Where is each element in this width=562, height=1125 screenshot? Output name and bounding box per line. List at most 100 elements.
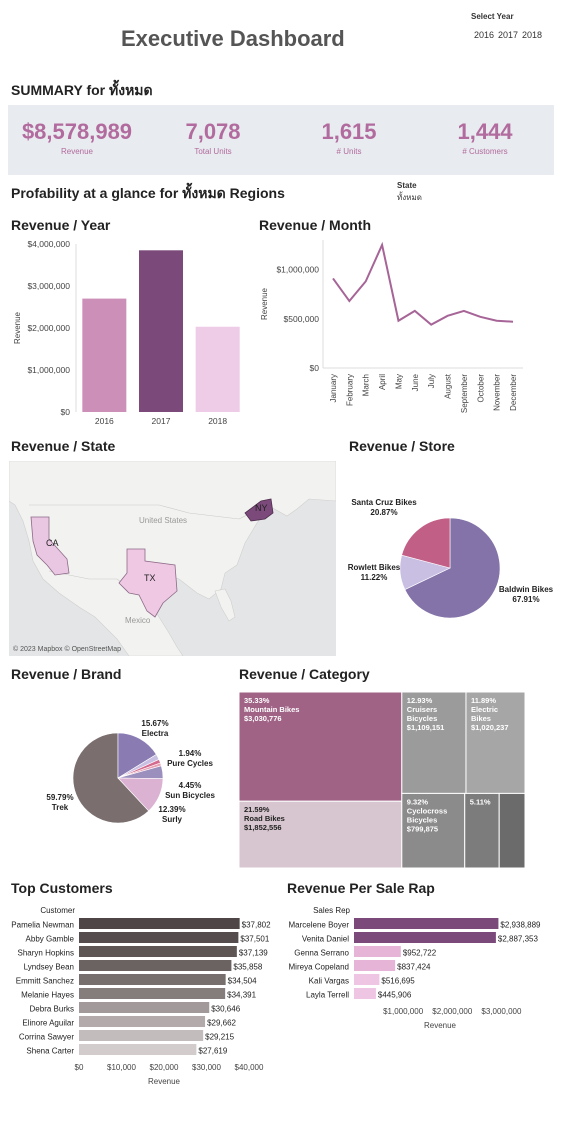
treemap-name-label: Bikes <box>471 714 491 723</box>
revenue-category-chart: 35.33%Mountain Bikes$3,030,776 21.59%Road… <box>238 691 526 869</box>
x-tick-label: September <box>460 374 469 413</box>
brand-slice <box>117 732 157 779</box>
bar <box>354 974 380 985</box>
treemap-name-label: Road Bikes <box>244 814 285 823</box>
slice-name-label: Surly <box>162 815 183 824</box>
x-tick-label: January <box>329 374 338 402</box>
bar <box>354 932 496 943</box>
x-tick-label: November <box>493 374 502 411</box>
value-label: $34,504 <box>228 977 257 986</box>
brand-slice <box>72 732 150 824</box>
treemap-pct-label: 11.89% <box>471 696 496 705</box>
treemap-cell <box>238 691 403 802</box>
map-state-california[interactable] <box>30 516 70 576</box>
treemap-name-label: Cyclocross <box>407 806 447 815</box>
bar <box>79 946 237 957</box>
x-tick-label: $10,000 <box>107 1063 136 1072</box>
revenue-month-chart: $0 $500,000 $1,000,000 Revenue January Februa… <box>260 240 523 413</box>
state-filter-value[interactable]: ทั้งหมด <box>397 193 422 202</box>
year-filter-2016[interactable]: 2016 <box>474 30 495 40</box>
category-label: Melanie Hayes <box>21 991 74 1000</box>
treemap-value-label: $1,020,237 <box>471 723 509 732</box>
value-label: $2,938,889 <box>500 921 541 930</box>
revenue-state-map[interactable]: CA TX NY United States Mexico © 2023 Map… <box>9 461 336 656</box>
category-label: Abby Gamble <box>26 935 75 944</box>
y-tick-label: $1,000,000 <box>276 265 319 275</box>
bar <box>79 974 226 985</box>
slice-name-label: Sun Bicycles <box>165 791 215 800</box>
slice-pct-label: 1.94% <box>179 749 202 758</box>
treemap-name-label: Bicycles <box>407 815 437 824</box>
store-slice <box>401 517 451 569</box>
y-tick-label: $4,000,000 <box>27 239 70 249</box>
top-customers-chart: Customer Pamelia Newman $37,802 Abby Gamble… <box>11 906 271 1086</box>
category-label: Debra Burks <box>30 1005 74 1014</box>
treemap-pct-label: 5.11% <box>470 797 491 806</box>
profitability-heading: Profability at a glance for ทั้งหมด Regi… <box>11 185 285 201</box>
category-label: Venita Daniel <box>302 935 349 944</box>
revenue-category-title: Revenue / Category <box>239 666 370 682</box>
treemap-cell <box>498 792 526 869</box>
bar-2017 <box>139 250 183 412</box>
x-tick-label: $2,000,000 <box>432 1007 473 1016</box>
y-tick-label: $0 <box>310 363 320 373</box>
slice-pct-label: 20.87% <box>370 508 397 517</box>
value-label: $2,887,353 <box>498 935 539 944</box>
treemap-pct-label: 35.33% <box>244 696 270 705</box>
treemap-name-label: Mountain Bikes <box>244 705 299 714</box>
year-filter-2017[interactable]: 2017 <box>498 30 519 40</box>
treemap-value-label: $1,852,556 <box>244 823 282 832</box>
x-tick-label: July <box>427 374 436 388</box>
revenue-store-title: Revenue / Store <box>349 438 455 454</box>
kpi-total-units-label: Total Units <box>194 147 232 156</box>
x-tick-label: December <box>509 374 518 411</box>
kpi-revenue-label: Revenue <box>60 147 94 156</box>
bar <box>354 988 376 999</box>
category-label: Mireya Copeland <box>289 963 349 972</box>
map-label-ny: NY <box>255 503 268 513</box>
revenue-month-title: Revenue / Month <box>259 217 372 233</box>
bar <box>354 918 499 929</box>
kpi-units-value: 1,615 <box>321 119 377 144</box>
value-label: $37,802 <box>242 921 271 930</box>
slice-name-label: Electra <box>142 729 169 738</box>
category-label: Layla Terrell <box>306 991 349 1000</box>
slice-name-label: Santa Cruz Bikes <box>351 498 417 507</box>
revenue-line <box>332 241 514 326</box>
slice-name-label: Rowlett Bikes <box>348 563 401 572</box>
bar-2016 <box>82 298 127 412</box>
map-label-ca: CA <box>46 538 59 548</box>
treemap-value-label: $3,030,776 <box>244 714 282 723</box>
category-label: Lyndsey Bean <box>24 963 74 972</box>
state-filter-label: State <box>397 181 417 190</box>
category-header: Sales Rep <box>313 906 350 915</box>
x-tick-label: March <box>362 374 371 396</box>
brand-slice <box>117 777 164 812</box>
slice-pct-label: 15.67% <box>141 719 168 728</box>
value-label: $837,424 <box>397 963 431 972</box>
category-label: Kali Vargas <box>309 977 349 986</box>
category-label: Emmitt Sanchez <box>16 977 74 986</box>
x-tick-label: 2016 <box>95 416 114 426</box>
x-tick-label: 2018 <box>208 416 227 426</box>
top-customers-title: Top Customers <box>11 880 113 896</box>
slice-pct-label: 67.91% <box>512 595 539 604</box>
treemap-name-label: Electric <box>471 705 498 714</box>
x-tick-label: June <box>411 373 420 391</box>
treemap-cell <box>401 691 467 794</box>
x-tick-label: August <box>444 373 453 399</box>
year-filter-label: Select Year <box>471 12 514 21</box>
treemap-cell <box>238 800 403 869</box>
bar <box>354 946 401 957</box>
value-label: $29,662 <box>207 1019 236 1028</box>
kpi-panel: $8,578,989 Revenue 7,078 Total Units 1,6… <box>8 105 554 175</box>
year-filter-2018[interactable]: 2018 <box>522 30 543 40</box>
map-state-texas[interactable] <box>118 548 178 618</box>
treemap-cell <box>401 792 466 869</box>
kpi-total-units-value: 7,078 <box>185 119 241 144</box>
summary-heading: SUMMARY for ทั้งหมด <box>11 82 153 98</box>
slice-pct-label: 12.39% <box>158 805 185 814</box>
map-state-new-york[interactable] <box>244 498 274 522</box>
treemap-cell <box>464 792 500 869</box>
